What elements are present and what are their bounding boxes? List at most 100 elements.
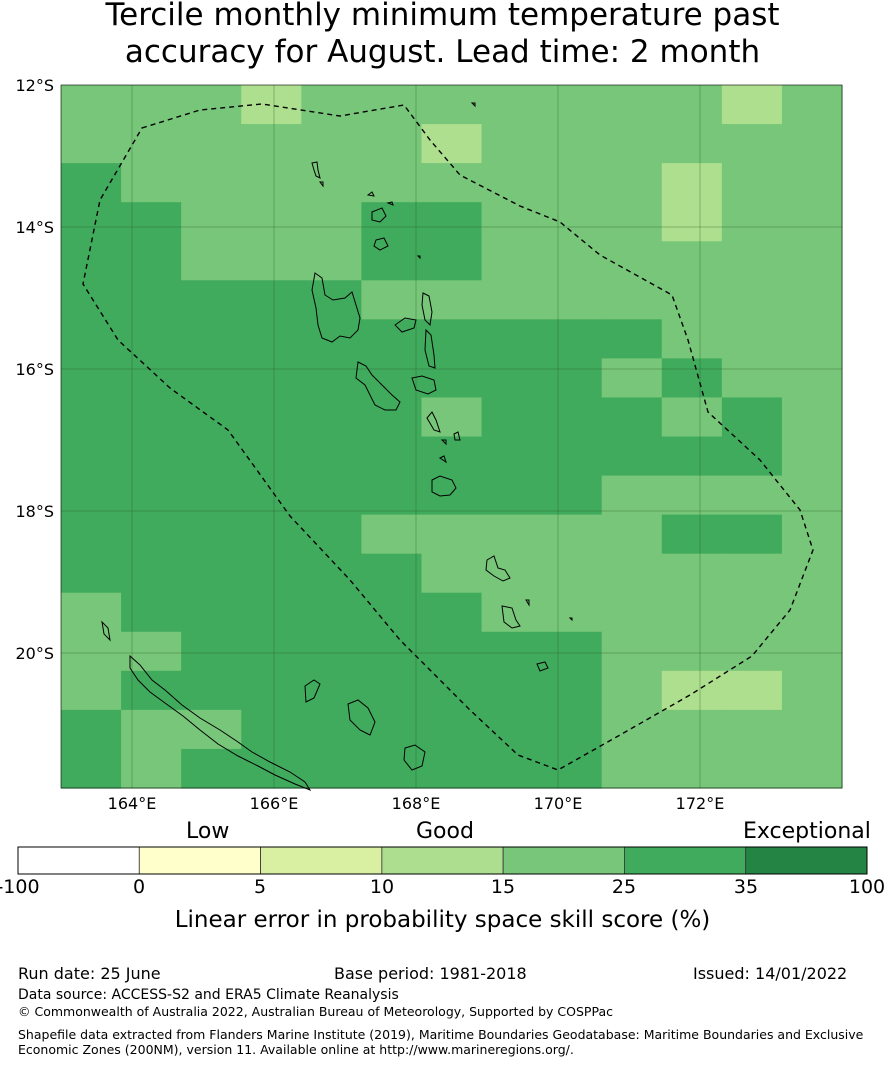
raster-cell	[181, 592, 242, 633]
raster-cell	[661, 592, 723, 633]
island-small-1	[416, 102, 530, 607]
raster-cell	[781, 241, 843, 281]
raster-cell	[481, 280, 543, 320]
raster-cell	[241, 592, 302, 633]
raster-cell	[721, 436, 783, 477]
raster-cell	[541, 85, 603, 125]
colorbar-frame	[17, 846, 868, 875]
raster-cell	[721, 397, 783, 438]
raster-cell	[241, 670, 302, 711]
raster-cell	[481, 436, 543, 477]
raster-cell	[601, 436, 663, 477]
colorbar-tick: 15	[490, 876, 516, 898]
raster-cell	[601, 358, 663, 399]
raster-cell	[541, 397, 603, 438]
raster-cell	[601, 592, 663, 633]
raster-cell	[361, 280, 423, 320]
shapefile-credit-1: Shapefile data extracted from Flanders M…	[18, 1027, 864, 1042]
raster-cell	[481, 475, 543, 516]
coastlines	[101, 102, 573, 792]
raster-cell	[481, 124, 543, 164]
raster-cell	[121, 670, 182, 711]
colorbar-word-low: Low	[186, 819, 230, 844]
raster-cell	[481, 592, 543, 633]
raster-cell	[481, 670, 543, 711]
raster-cell	[421, 553, 483, 594]
raster-cell	[541, 319, 603, 359]
raster-cell	[781, 202, 843, 242]
raster-cell	[601, 319, 663, 359]
colorbar-label: Linear error in probability space skill …	[174, 907, 711, 933]
raster-cell	[481, 358, 543, 399]
island-ambrym	[411, 375, 437, 395]
map-frame	[60, 84, 843, 789]
raster-cell	[781, 280, 843, 320]
raster-cell	[181, 631, 242, 672]
colorbar	[17, 846, 868, 875]
raster-cell	[121, 85, 182, 125]
raster-cell	[301, 631, 362, 672]
raster-cell	[301, 553, 362, 594]
raster-cell	[241, 553, 302, 594]
raster-cell	[601, 202, 663, 242]
raster-cell	[361, 475, 423, 516]
island-erromango	[485, 555, 511, 582]
island-new-caledonia	[129, 654, 312, 792]
island-mare	[403, 744, 426, 771]
raster-cell	[541, 241, 603, 281]
raster-cell	[241, 163, 302, 203]
island-aneityum	[536, 661, 549, 672]
raster-cell	[721, 475, 783, 516]
raster-cell	[421, 202, 483, 242]
raster-cell	[781, 592, 843, 633]
raster-cell	[661, 436, 723, 477]
raster-cell	[781, 553, 843, 594]
raster-cell	[541, 475, 603, 516]
raster-cell	[781, 163, 843, 203]
raster-cell	[241, 124, 302, 164]
raster-cell	[121, 709, 182, 750]
raster-cell	[361, 436, 423, 477]
raster-cell	[361, 592, 423, 633]
raster-cell	[61, 319, 122, 359]
raster-cell	[61, 163, 122, 203]
raster-cell	[421, 280, 483, 320]
raster-cell	[181, 670, 242, 711]
raster-cell	[661, 202, 723, 242]
raster-cell	[421, 748, 483, 789]
colorbar-segment	[502, 846, 625, 875]
raster-cell	[241, 475, 302, 516]
raster-cell	[661, 670, 723, 711]
raster-cell	[361, 514, 423, 555]
raster-cell	[721, 319, 783, 359]
raster-cell	[181, 319, 242, 359]
colorbar-tick: -100	[0, 876, 40, 898]
shapefile-credit-2: Economic Zones (200NM), version 11. Avai…	[18, 1042, 574, 1057]
island-loyalty-ouvea	[304, 679, 321, 703]
raster-cell	[721, 241, 783, 281]
raster-cell	[781, 85, 843, 125]
island-banks	[366, 191, 394, 251]
raster-cell	[361, 670, 423, 711]
raster-cell	[661, 709, 723, 750]
raster-cell	[301, 358, 362, 399]
colorbar-word-good: Good	[416, 819, 474, 844]
island-belep	[101, 620, 111, 642]
map-title-line-1: Tercile monthly minimum temperature past	[105, 0, 780, 33]
raster-cell	[121, 280, 182, 320]
raster-cell	[481, 397, 543, 438]
colorbar-tick: 35	[733, 876, 759, 898]
island-maewo	[424, 328, 436, 369]
raster-cell	[61, 124, 122, 164]
lon-label: 170°E	[534, 794, 583, 813]
colorbar-segment	[745, 846, 868, 875]
raster-cell	[661, 631, 723, 672]
raster-cell	[661, 124, 723, 164]
island-tanna	[501, 605, 521, 629]
raster-cell	[601, 85, 663, 125]
raster-cell	[781, 514, 843, 555]
raster-cell	[241, 748, 302, 789]
raster-cell	[61, 436, 122, 477]
raster-cell	[301, 85, 362, 125]
raster-cell	[241, 709, 302, 750]
